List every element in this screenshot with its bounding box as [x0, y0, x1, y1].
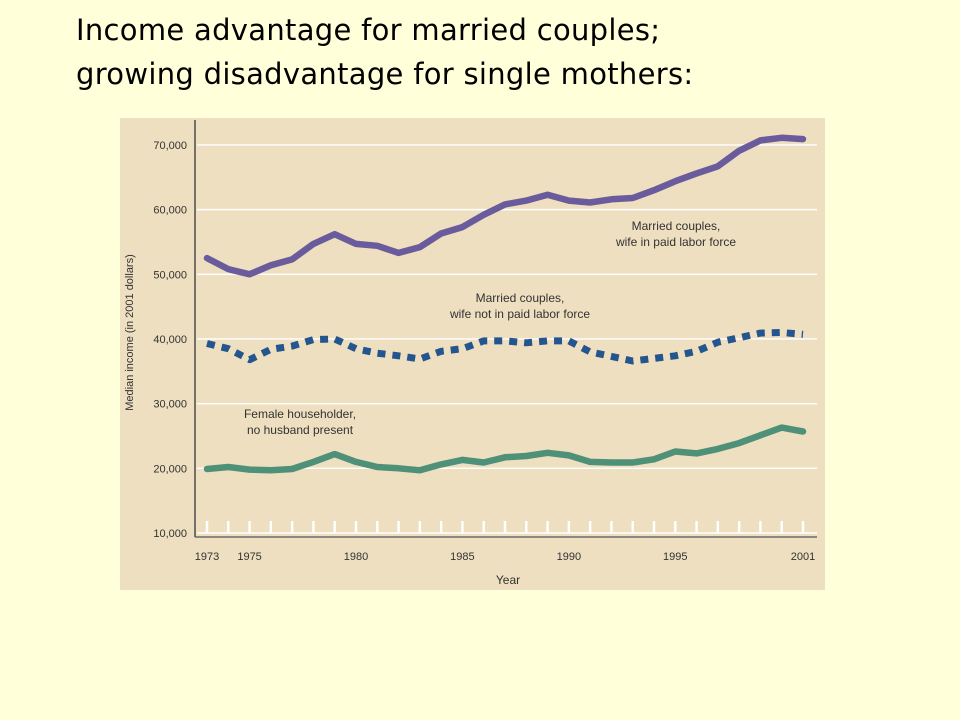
x-tick-label: 1985: [450, 551, 474, 563]
series-lines: [203, 134, 807, 474]
series-label-married-wife-working-line-1: Married couples,: [632, 219, 721, 233]
slide-title: Income advantage for married couples; gr…: [76, 8, 936, 96]
y-tick-label: 30,000: [153, 399, 187, 411]
series-label-female-householder-line-1: Female householder,: [244, 407, 356, 421]
series-line-married-wife-not-working: [206, 329, 804, 365]
y-tick-labels: 10,000 20,000 30,000 40,000 50,000 60,000 70,0…: [153, 140, 187, 540]
x-tick-label: 1995: [663, 551, 687, 563]
series-line-female-householder: [203, 424, 807, 474]
series-label-married-wife-not-working-line-2: wife not in paid labor force: [449, 307, 590, 321]
series-line-married-wife-working: [203, 134, 807, 278]
axes: [194, 120, 817, 538]
x-tick-labels: 1973 1975 1980 1985 1990 1995 2001: [195, 551, 815, 563]
y-tick-label: 70,000: [153, 140, 187, 152]
x-tick-label: 2001: [791, 551, 815, 563]
y-tick-label: 60,000: [153, 205, 187, 217]
slide-title-line-1: Income advantage for married couples;: [76, 13, 661, 47]
x-tick-label: 1990: [557, 551, 581, 563]
series-label-married-wife-not-working-line-1: Married couples,: [476, 291, 565, 305]
x-tick-label: 1973: [195, 551, 219, 563]
x-tick-label: 1975: [237, 551, 261, 563]
series-label-married-wife-working-line-2: wife in paid labor force: [615, 235, 736, 249]
series-label-female-householder-line-2: no husband present: [247, 423, 354, 437]
plot-background: [120, 118, 825, 590]
y-axis-label: Median income (in 2001 dollars): [124, 254, 136, 411]
y-tick-label: 50,000: [153, 269, 187, 281]
x-axis-label: Year: [496, 573, 520, 587]
income-line-chart: 10,000 20,000 30,000 40,000 50,000 60,000 70,0…: [120, 118, 825, 590]
slide-title-line-2: growing disadvantage for single mothers:: [76, 57, 694, 91]
y-tick-label: 10,000: [153, 528, 187, 540]
x-tick-label: 1980: [344, 551, 368, 563]
series-labels: Married couples, wife in paid labor force…: [244, 219, 736, 437]
y-tick-label: 40,000: [153, 334, 187, 346]
y-tick-label: 20,000: [153, 463, 187, 475]
